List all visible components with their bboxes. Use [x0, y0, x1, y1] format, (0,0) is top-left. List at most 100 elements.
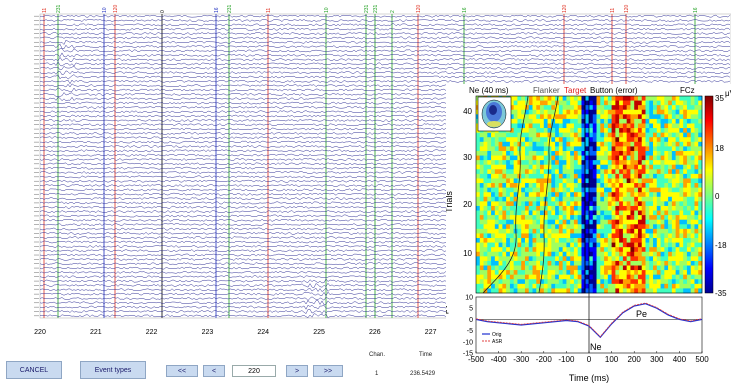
heatmap-cell [679, 247, 684, 253]
event-marker-label: 11 [42, 8, 48, 13]
heatmap-cell [547, 210, 552, 216]
heatmap-cell [604, 215, 609, 220]
heatmap-cell [521, 155, 526, 161]
heatmap-cell [570, 173, 575, 179]
heatmap-cell [494, 205, 499, 211]
heatmap-cell [528, 96, 533, 101]
heatmap-cell [690, 256, 695, 262]
heatmap-cell [645, 100, 650, 106]
heatmap-cell [536, 251, 541, 257]
heatmap-cell [547, 96, 552, 101]
event-types-button[interactable]: Event types [80, 361, 146, 379]
heatmap-cell [653, 196, 658, 202]
heatmap-cell [589, 279, 594, 285]
heatmap-cell [619, 146, 624, 152]
heatmap-cell [573, 270, 578, 275]
heatmap-cell [649, 187, 654, 193]
heatmap-cell [645, 279, 650, 285]
heatmap-cell [649, 201, 654, 207]
heatmap-cell [581, 114, 586, 120]
heatmap-cell [660, 219, 665, 225]
heatmap-cell [686, 238, 691, 243]
heatmap-cell [491, 270, 496, 275]
heatmap-cell [577, 128, 582, 133]
heatmap-cell [592, 178, 597, 184]
heatmap-cell [622, 150, 627, 156]
heatmap-cell [543, 279, 548, 285]
heatmap-cell [585, 288, 590, 294]
heatmap-cell [498, 132, 503, 138]
heatmap-cell [641, 219, 646, 225]
heatmap-cell [611, 114, 616, 120]
heatmap-cell [573, 123, 578, 129]
heatmap-cell [634, 219, 639, 225]
heatmap-cell [592, 274, 597, 280]
heatmap-cell [562, 105, 567, 111]
scroll-fast-forward-button[interactable]: >> [313, 365, 343, 377]
heatmap-cell [596, 238, 601, 243]
heatmap-cell [573, 274, 578, 280]
heatmap-cell [524, 196, 530, 202]
heatmap-cell [596, 219, 601, 225]
heatmap-cell [577, 132, 582, 138]
heatmap-cell [566, 187, 571, 193]
heatmap-cell [502, 256, 507, 262]
heatmap-cell [645, 169, 650, 175]
heatmap-cell [585, 242, 590, 248]
heatmap-cell [645, 260, 650, 266]
heatmap-cell [506, 173, 511, 179]
heatmap-cell [690, 178, 695, 184]
heatmap-cell [536, 205, 541, 211]
heatmap-cell [524, 279, 530, 285]
ne-label: Ne [590, 342, 602, 352]
heatmap-cell [585, 238, 590, 243]
heatmap-cell [656, 256, 661, 262]
event-marker-label: 16 [462, 7, 468, 13]
heatmap-cell [551, 141, 556, 147]
heatmap-cell [543, 256, 548, 262]
heatmap-cell [513, 183, 518, 188]
scroll-forward-button[interactable]: > [286, 365, 308, 377]
heatmap-cell [671, 283, 676, 289]
heatmap-cell [645, 288, 650, 294]
heatmap-cell [630, 128, 635, 133]
heatmap-cell [649, 123, 654, 129]
heatmap-cell [637, 132, 643, 138]
heatmap-cell [555, 128, 560, 133]
time-tick-label: 222 [146, 329, 158, 336]
scroll-back-button[interactable]: < [203, 365, 225, 377]
erp-x-tick: 400 [673, 355, 687, 364]
heatmap-cell [562, 210, 567, 216]
heatmap-cell [570, 178, 575, 184]
heatmap-cell [562, 283, 567, 289]
heatmap-cell [551, 233, 556, 239]
heatmap-cell [558, 178, 563, 184]
heatmap-cell [555, 137, 560, 143]
heatmap-cell [641, 233, 646, 239]
heatmap-cell [524, 215, 530, 220]
heatmap-cell [649, 96, 654, 101]
heatmap-cell [622, 192, 627, 198]
heatmap-cell [476, 183, 481, 188]
scroll-fast-back-button[interactable]: << [166, 365, 198, 377]
heatmap-cell [675, 150, 680, 156]
heatmap-cell [494, 132, 499, 138]
heatmap-cell [502, 210, 507, 216]
heatmap-cell [585, 183, 590, 188]
heatmap-cell [671, 274, 676, 280]
heatmap-cell [634, 114, 639, 120]
heatmap-cell [589, 169, 594, 175]
heatmap-cell [690, 114, 695, 120]
heatmap-cell [668, 146, 673, 152]
heatmap-cell [690, 247, 695, 253]
heatmap-cell [596, 105, 601, 111]
heatmap-cell [479, 215, 484, 220]
heatmap-cell [589, 274, 594, 280]
heatmap-cell [630, 256, 635, 262]
heatmap-cell [543, 274, 548, 280]
heatmap-cell [637, 228, 643, 234]
heatmap-cell [555, 178, 560, 184]
heatmap-cell [570, 132, 575, 138]
position-input[interactable]: 220 [232, 365, 276, 377]
cancel-button[interactable]: CANCEL [6, 361, 62, 379]
